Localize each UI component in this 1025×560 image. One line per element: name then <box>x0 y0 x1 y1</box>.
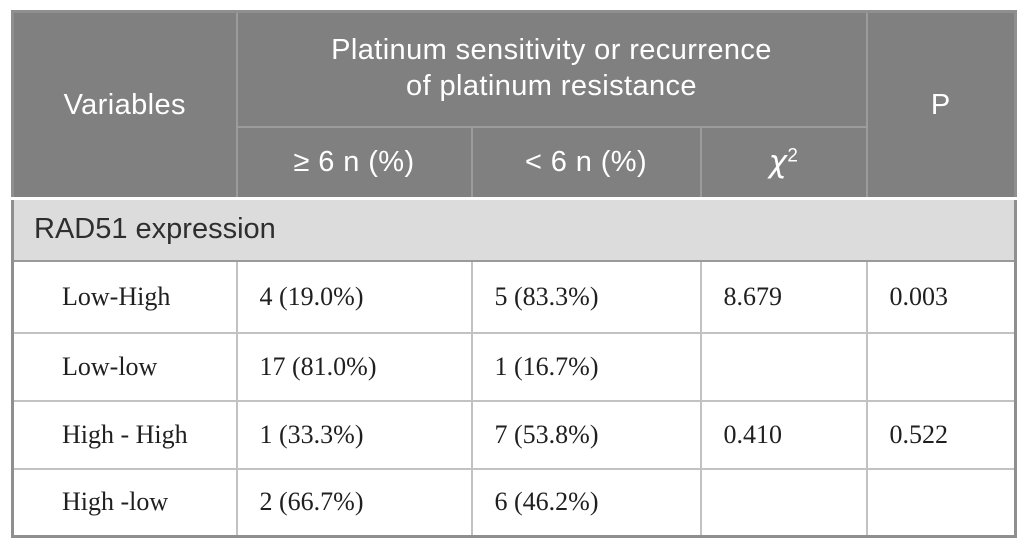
table-row: Low-High 4 (19.0%) 5 (83.3%) 8.679 0.003 <box>11 259 1017 334</box>
cell-chi2 <box>699 467 868 538</box>
cell-variable: High -low <box>11 467 238 538</box>
cell-ge6: 4 (19.0%) <box>235 259 473 334</box>
chi-superscript: 2 <box>787 145 799 167</box>
header-row-group: Variables Platinum sensitivity or recurr… <box>11 10 1017 200</box>
column-header-variables: Variables <box>11 10 238 200</box>
column-header-ge6: ≥ 6 n (%) <box>235 125 473 200</box>
cell-variable: High - High <box>11 399 238 470</box>
column-header-chi-squared: χ2 <box>699 125 868 200</box>
column-header-platinum-group: Platinum sensitivity or recurrence of pl… <box>235 10 868 128</box>
cell-variable: Low-High <box>11 259 238 334</box>
cell-ge6: 1 (33.3%) <box>235 399 473 470</box>
header-row-sub: ≥ 6 n (%) < 6 n (%) χ2 <box>13 125 1016 200</box>
table-row: High - High 1 (33.3%) 7 (53.8%) 0.410 0.… <box>11 399 1017 470</box>
cell-p <box>865 331 1017 402</box>
column-header-p: P <box>865 10 1017 200</box>
column-header-platinum-group-label: Platinum sensitivity or recurrence of pl… <box>331 34 772 103</box>
column-header-lt6: < 6 n (%) <box>470 125 702 200</box>
chi-symbol: χ <box>768 144 788 181</box>
cell-lt6: 1 (16.7%) <box>470 331 702 402</box>
cell-chi2: 8.679 <box>699 259 868 334</box>
cell-lt6: 5 (83.3%) <box>470 259 702 334</box>
cell-lt6: 7 (53.8%) <box>470 399 702 470</box>
cell-p <box>865 467 1017 538</box>
cell-p: 0.522 <box>865 399 1017 470</box>
section-label: RAD51 expression <box>12 197 1016 262</box>
cell-chi2: 0.410 <box>699 399 868 470</box>
table-row: High -low 2 (66.7%) 6 (46.2%) <box>11 467 1017 538</box>
cell-ge6: 17 (81.0%) <box>235 331 473 402</box>
table-row: Low-low 17 (81.0%) 1 (16.7%) <box>11 331 1017 402</box>
section-row-rad51: RAD51 expression <box>12 197 1016 262</box>
cell-variable: Low-low <box>11 331 238 402</box>
cell-lt6: 6 (46.2%) <box>470 467 702 538</box>
cell-chi2 <box>699 331 868 402</box>
cell-ge6: 2 (66.7%) <box>235 467 473 538</box>
cell-p: 0.003 <box>865 259 1017 334</box>
statistics-table: Variables Platinum sensitivity or recurr… <box>11 10 1018 538</box>
